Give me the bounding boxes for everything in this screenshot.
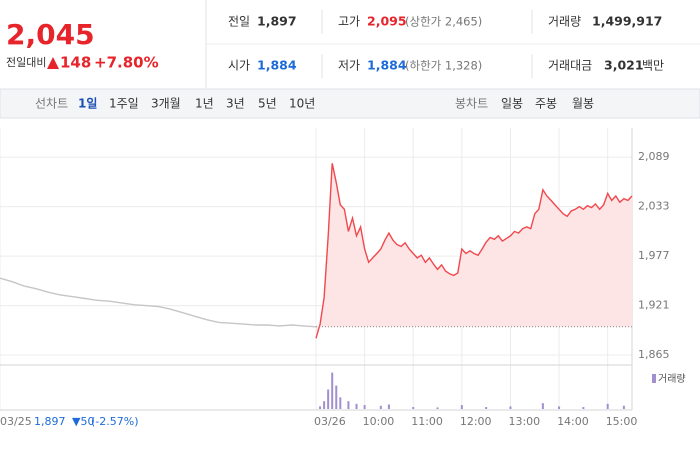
stat-label: 전일 (228, 15, 250, 29)
volume-bar (379, 405, 382, 409)
stat-label: 거래량 (548, 15, 581, 29)
tab-group-label: 선차트 (35, 97, 68, 111)
volume-bar (509, 406, 512, 409)
period-tab[interactable]: 3년 (226, 97, 245, 111)
volume-legend: 거래량 (658, 373, 686, 385)
stat-value: 1,499,917 (592, 14, 662, 29)
x-tick-label: 15:00 (606, 415, 638, 428)
prev-change: ▼50 (72, 415, 94, 428)
x-tick-label: 10:00 (363, 415, 395, 428)
x-tick-label: 12:00 (460, 415, 492, 428)
x-tick-label: 03/25 (0, 415, 32, 428)
stat-value: 2,095 (367, 14, 407, 29)
x-tick-label: 13:00 (508, 415, 540, 428)
y-tick-label: 2,033 (638, 200, 670, 213)
x-tick-label: 14:00 (557, 415, 589, 428)
period-tab[interactable]: 월봉 (572, 97, 594, 111)
volume-bar (339, 397, 342, 409)
x-tick-label: 11:00 (411, 415, 443, 428)
volume-bar (485, 407, 488, 409)
stat-value: 1,884 (367, 58, 407, 73)
volume-legend-swatch (652, 374, 656, 383)
tab-bar (0, 88, 700, 119)
period-tab[interactable]: 5년 (258, 97, 277, 111)
volume-bar (460, 405, 463, 409)
price-line (315, 163, 633, 339)
change: 148 (60, 54, 91, 72)
y-tick-label: 1,921 (638, 299, 670, 312)
volume-bar (327, 389, 330, 409)
stat-label: 시가 (228, 59, 250, 73)
volume-bar (323, 401, 326, 409)
stat-unit: 백만 (642, 59, 664, 73)
stat-label: 거래대금 (548, 59, 592, 73)
volume-bar (363, 405, 366, 409)
volume-bar (387, 404, 390, 409)
stat-label: 고가 (338, 15, 360, 29)
stat-note: (상한가 2,465) (405, 15, 482, 29)
tab-group-label: 봉차트 (455, 97, 488, 111)
period-tab[interactable]: 1일 (78, 97, 97, 111)
period-tab[interactable]: 일봉 (501, 97, 523, 111)
stat-note: (하한가 1,328) (405, 59, 482, 73)
volume-bar (319, 406, 322, 409)
prev-change-rate: (-2.57%) (91, 415, 139, 428)
period-tab[interactable]: 1년 (195, 97, 214, 111)
volume-bar (541, 403, 544, 409)
y-tick-label: 1,865 (638, 348, 670, 361)
volume-bar (335, 385, 338, 409)
change-rate: +7.80% (94, 54, 159, 72)
period-tab[interactable]: 3개월 (151, 97, 181, 111)
x-tick-label: 03/26 (314, 415, 346, 428)
current-price: 2,045 (6, 18, 95, 51)
stat-value: 1,897 (257, 14, 297, 29)
volume-bar (558, 406, 561, 409)
volume-bar (355, 403, 358, 409)
volume-bar (622, 405, 625, 409)
volume-bar (412, 407, 415, 409)
stat-label: 저가 (338, 59, 360, 73)
period-tab[interactable]: 1주일 (109, 97, 139, 111)
volume-bar (436, 407, 439, 409)
stat-value: 3,021 (604, 58, 644, 73)
period-tab[interactable]: 10년 (289, 97, 315, 111)
volume-bar (582, 407, 585, 409)
volume-bar (347, 401, 350, 409)
change-caption: 전일대비 (6, 55, 46, 69)
up-icon (47, 57, 59, 69)
y-tick-label: 1,977 (638, 249, 670, 262)
stat-value: 1,884 (257, 58, 297, 73)
y-tick-label: 2,089 (638, 150, 670, 163)
prev-close: 1,897 (34, 415, 66, 428)
period-tab[interactable]: 주봉 (535, 97, 557, 111)
volume-bar (606, 403, 609, 409)
price-line (0, 277, 317, 328)
volume-bar (331, 372, 334, 409)
area (316, 163, 632, 339)
